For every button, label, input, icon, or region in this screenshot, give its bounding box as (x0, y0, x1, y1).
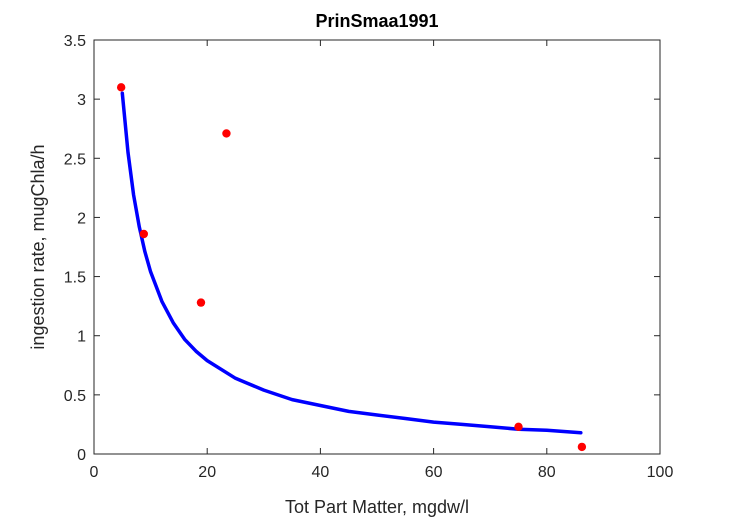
data-point (116, 83, 126, 92)
y-tick-label: 3 (77, 92, 86, 109)
y-tick-label: 1 (77, 329, 86, 346)
plot-frame (93, 39, 661, 455)
x-tick-label: 60 (425, 464, 443, 481)
data-point (196, 298, 206, 307)
y-tick-label: 0.5 (64, 388, 86, 405)
x-tick-label: 100 (647, 464, 674, 481)
y-axis-label: ingestion rate, mugChla/h (28, 144, 48, 349)
x-axis: 0 20 40 60 80 100 (90, 40, 674, 481)
y-tick-label: 3.5 (64, 33, 86, 50)
data-point (222, 129, 231, 138)
x-axis-label: Tot Part Matter, mgdw/l (285, 497, 469, 517)
data-point (577, 442, 587, 452)
x-tick-label: 20 (198, 464, 216, 481)
y-tick-label: 1.5 (64, 270, 86, 287)
x-tick-label: 80 (538, 464, 556, 481)
y-tick-label: 2.5 (64, 151, 86, 168)
data-point (139, 229, 149, 239)
y-tick-label: 0 (77, 447, 86, 464)
x-tick-label: 40 (312, 464, 330, 481)
series-layer (116, 83, 587, 452)
y-axis: 0 0.5 1 1.5 2 2.5 3 3.5 (64, 33, 660, 464)
y-tick-label: 2 (77, 210, 86, 227)
x-tick-label: 0 (90, 464, 99, 481)
data-point (514, 422, 523, 431)
chart-title: PrinSmaa1991 (315, 11, 438, 31)
fit-curve-line (120, 91, 583, 435)
plot-area (94, 40, 660, 454)
